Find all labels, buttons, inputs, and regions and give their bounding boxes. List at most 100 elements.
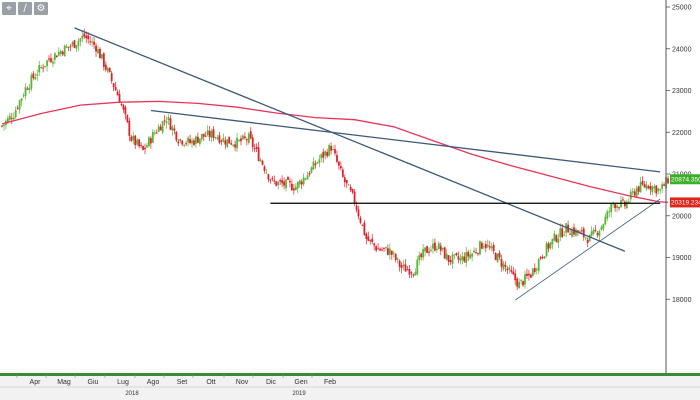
x-month-label: Apr (30, 379, 42, 386)
candle-body (59, 50, 62, 55)
candle-body (247, 133, 250, 143)
settings-icon[interactable]: ⚙ (34, 2, 48, 15)
candle-body (232, 144, 235, 146)
price-badge (670, 174, 700, 185)
candle-body (531, 268, 534, 276)
trendline[interactable] (150, 109, 661, 173)
candle-body (273, 180, 276, 182)
x-month-label: Nov (236, 379, 249, 386)
y-tick-label: 25000 (672, 5, 692, 12)
candle-body (336, 155, 338, 162)
candle-body (622, 199, 624, 201)
candle-body (424, 247, 427, 252)
candle-body (377, 248, 379, 250)
trendline[interactable] (74, 27, 626, 252)
candle-body (26, 88, 29, 90)
candle-body (434, 242, 436, 251)
candle-body (490, 246, 493, 249)
candle-body (633, 191, 636, 196)
candle-body (398, 260, 401, 267)
candle-body (486, 244, 489, 247)
draw-line-icon[interactable]: ∕ (18, 2, 32, 15)
candle-body (347, 184, 350, 186)
candle-body (183, 144, 186, 146)
candle-body (610, 203, 613, 213)
candle-body (165, 121, 168, 124)
candle-body (228, 136, 231, 144)
candle-body (202, 133, 205, 137)
candle-body (24, 87, 27, 96)
candle-body (631, 191, 634, 193)
candle-body (498, 252, 501, 258)
candle-body (144, 147, 146, 150)
candle-body (179, 138, 182, 142)
candle-body (604, 216, 607, 225)
candle-body (169, 118, 172, 130)
candle-body (627, 201, 630, 203)
candle-body (40, 66, 43, 68)
candle-body (240, 138, 242, 142)
candle-body (645, 184, 648, 190)
candle-body (392, 252, 395, 254)
candle-body (214, 137, 217, 139)
candle-body (600, 227, 603, 230)
candle-body (402, 264, 405, 267)
candle-body (220, 140, 223, 142)
candle-body (308, 172, 311, 175)
candle-body (479, 241, 481, 255)
candle-body (148, 137, 150, 147)
trendlines-layer (74, 27, 661, 301)
candle-body (545, 243, 548, 257)
candle-body (151, 131, 154, 143)
candle-body (36, 74, 39, 76)
candle-body (381, 249, 383, 251)
crosshair-icon[interactable]: ⌖ (2, 2, 16, 15)
candle-body (643, 184, 646, 188)
candle-body (73, 40, 76, 48)
candle-body (426, 246, 428, 253)
candle-body (502, 263, 505, 270)
candle-body (328, 145, 331, 156)
candle-body (83, 33, 86, 37)
candle-body (302, 177, 305, 185)
candle-body (571, 229, 573, 237)
candle-body (439, 245, 442, 251)
candle-body (332, 149, 334, 151)
candle-body (167, 117, 170, 120)
candle-body (602, 224, 605, 229)
candle-body (334, 149, 336, 154)
candle-body (326, 151, 329, 157)
candle-body (10, 118, 13, 120)
candle-body (140, 145, 142, 147)
candle-body (242, 135, 244, 140)
x-year-label: 2018 (125, 391, 139, 397)
candle-body (529, 274, 532, 278)
candle-body (469, 254, 472, 259)
candle-body (218, 135, 221, 143)
candle-body (257, 147, 260, 161)
candle-body (63, 45, 66, 57)
candle-body (367, 236, 370, 241)
candle-body (181, 140, 184, 145)
candle-body (385, 246, 387, 249)
candle-body (153, 132, 156, 134)
candle-body (97, 49, 99, 54)
candle-body (596, 232, 599, 236)
candle-body (157, 126, 160, 132)
candle-body (369, 239, 372, 241)
y-tick-label: 23000 (672, 88, 692, 95)
x-month-label: Ago (147, 379, 160, 386)
price-badges: 20874.3501 20319.2343 (670, 174, 700, 208)
candle-body (77, 41, 80, 46)
candle-body (163, 120, 166, 122)
candle-body (285, 179, 287, 189)
candle-body (379, 248, 381, 251)
candle-body (576, 230, 579, 233)
candle-body (20, 98, 23, 102)
candle-body (541, 256, 544, 258)
trendline[interactable] (514, 198, 661, 301)
candle-body (437, 243, 440, 249)
candle-body (269, 179, 272, 181)
candle-body (553, 233, 556, 241)
candle-body (557, 238, 560, 243)
